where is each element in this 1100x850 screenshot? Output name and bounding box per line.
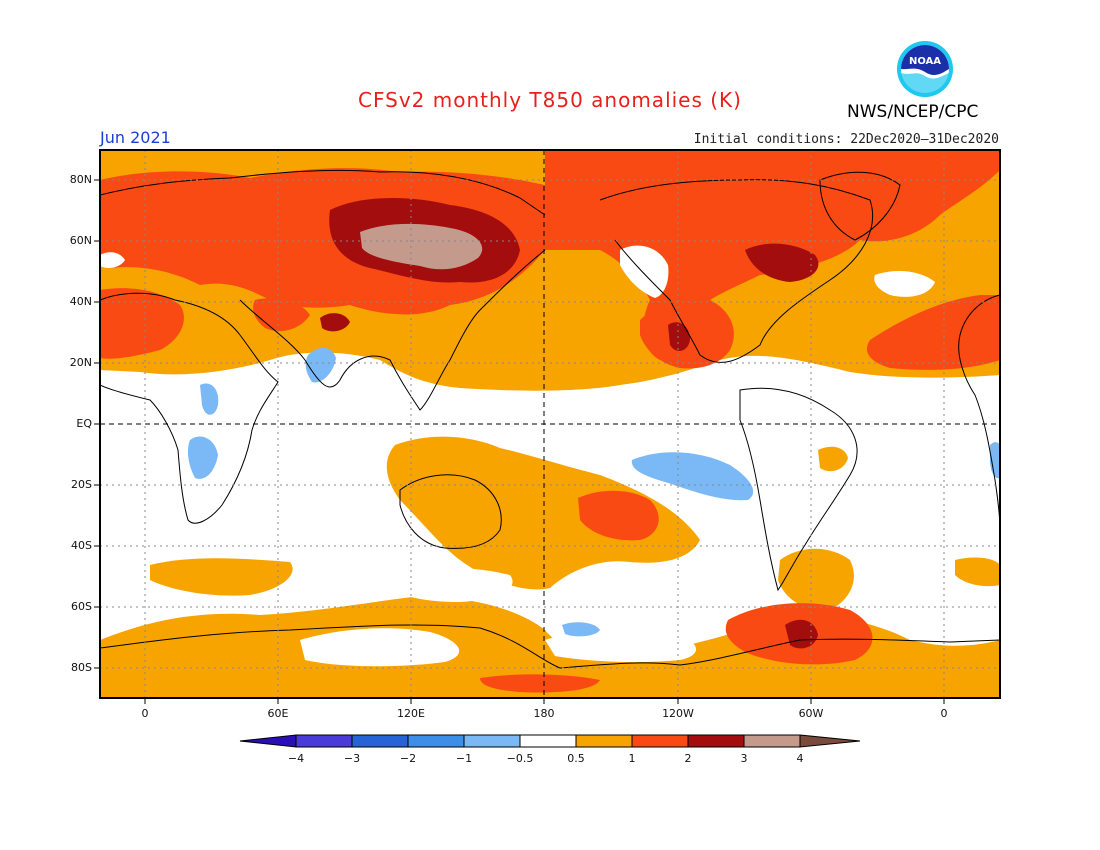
siberia-rosy [360, 223, 483, 270]
africa-blue-1 [200, 383, 219, 415]
colorbar-high-arrow [799, 734, 861, 748]
colorbar-bin [519, 734, 577, 748]
colorbar-label: 4 [796, 752, 804, 765]
south-america-orange [778, 548, 854, 611]
brazil-orange [818, 446, 848, 472]
tibet-darkred [320, 313, 350, 332]
lon-label: 60W [798, 707, 824, 720]
colorbar-label: −0.5 [506, 752, 534, 765]
lat-label: 20N [69, 356, 92, 369]
canada-darkred [745, 243, 819, 282]
colorbar [239, 734, 861, 748]
east-pacific-blue [631, 452, 754, 501]
colorbar-bin [743, 734, 801, 748]
lat-label: 80S [71, 661, 92, 674]
lat-label: 20S [71, 478, 92, 491]
colorbar-low-arrow [239, 734, 297, 748]
south-atlantic-orange [150, 558, 293, 596]
mediterranean-white [100, 252, 125, 268]
noaa-logo-text: NOAA [909, 56, 941, 67]
axis-ticks [94, 179, 945, 704]
lon-label: 60E [267, 707, 289, 720]
africa-blue-2 [187, 436, 218, 479]
colorbar-label: 1 [628, 752, 636, 765]
africa-coast [100, 292, 279, 524]
lat-label: 40S [71, 539, 92, 552]
australia-orange [386, 436, 700, 590]
antarctica-coast [100, 624, 1000, 669]
lat-label: 60N [69, 234, 92, 247]
colorbar-label: −3 [343, 752, 361, 765]
africa-red [100, 288, 184, 359]
ross-red [480, 674, 600, 693]
coastlines [100, 169, 1000, 669]
atlantic-white [874, 270, 935, 297]
graticule [100, 150, 1000, 698]
noaa-logo: NOAA [897, 41, 953, 97]
forecast-month: Jun 2021 [100, 128, 171, 147]
arabia-red [253, 298, 310, 332]
initial-conditions: Initial conditions: 22Dec2020–31Dec2020 [693, 132, 999, 147]
antarctic-white-1 [300, 628, 460, 667]
south-ocean-blue [562, 622, 600, 637]
nw-america-white [620, 245, 669, 298]
lon-label: 120E [397, 707, 425, 720]
lat-label: 80N [69, 173, 92, 186]
south-america-coast [739, 387, 858, 592]
asia-south-coast [239, 249, 546, 411]
agency-label: NWS/NCEP/CPC [847, 102, 979, 122]
map-title: CFSv2 monthly T850 anomalies (K) [358, 88, 742, 112]
colorbar-label: −1 [455, 752, 473, 765]
antarctic-white-2 [545, 628, 697, 663]
lat-label: 60S [71, 600, 92, 613]
brazil-blue [990, 442, 1000, 479]
south-pacific-red [578, 490, 659, 541]
colorbar-label: −2 [399, 752, 417, 765]
africa-south-orange [955, 557, 1000, 587]
lat-label: 40N [69, 295, 92, 308]
colorbar-bin [631, 734, 689, 748]
north-america-coast [599, 179, 874, 363]
colorbar-bin [407, 734, 465, 748]
colorbar-label: 2 [684, 752, 692, 765]
lon-label: 120W [662, 707, 694, 720]
colorbar-bin [687, 734, 745, 748]
eurasia-coast [100, 169, 546, 216]
africa-right-coast [958, 294, 1000, 531]
colorbar-bin [351, 734, 409, 748]
lon-label: 180 [533, 707, 555, 720]
australia-coast [399, 474, 502, 549]
colorbar-bin [463, 734, 521, 748]
lat-label: EQ [76, 417, 92, 430]
tasman-white [380, 567, 513, 602]
india-blue [305, 347, 336, 383]
colorbar-bin [295, 734, 353, 748]
colorbar-label: 0.5 [567, 752, 585, 765]
atlantic-red [866, 295, 1000, 370]
westus-darkred [668, 322, 690, 352]
colorbar-label: 3 [740, 752, 748, 765]
lon-label: 0 [141, 707, 149, 720]
colorbar-bin [575, 734, 633, 748]
greenland-coast [819, 171, 901, 241]
colorbar-label: −4 [287, 752, 305, 765]
lon-label: 0 [940, 707, 948, 720]
